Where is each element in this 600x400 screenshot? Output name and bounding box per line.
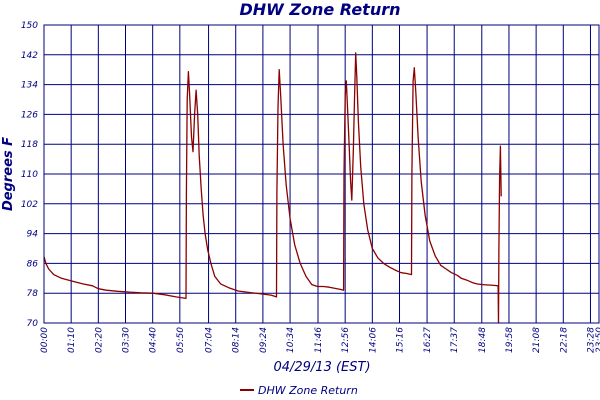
x-tick-label: 23:50 — [595, 327, 600, 353]
x-axis-label: 04/29/13 (EST) — [273, 360, 370, 375]
x-tick-label: 11:46 — [314, 327, 324, 353]
chart-title: DHW Zone Return — [240, 0, 401, 19]
x-tick-label: 03:30 — [122, 327, 132, 353]
x-tick-label: 10:34 — [286, 327, 296, 353]
x-tick-label: 12:56 — [341, 327, 351, 353]
y-tick-label: 110 — [21, 170, 38, 180]
x-tick-label: 09:24 — [259, 327, 269, 353]
series-line — [43, 52, 502, 324]
x-tick-label: 05:50 — [176, 327, 186, 353]
y-tick-label: 86 — [27, 259, 39, 269]
x-tick-label: 14:06 — [368, 327, 378, 353]
x-tick-label: 23:28 — [586, 327, 596, 353]
legend-label: DHW Zone Return — [258, 384, 358, 397]
x-tick-label: 00:00 — [40, 327, 50, 353]
grid — [43, 24, 600, 324]
x-tick-label: 01:10 — [67, 327, 77, 353]
y-axis-label: Degrees F — [1, 137, 16, 211]
x-tick-label: 19:58 — [505, 327, 515, 353]
y-tick-label: 142 — [21, 51, 38, 61]
plot-frame — [43, 24, 600, 324]
x-tick-labels: 00:00 01:10 02:20 03:30 04:40 05:50 07:04 08:14… — [40, 327, 600, 353]
y-tick-label: 102 — [21, 200, 38, 210]
y-tick-label: 78 — [27, 289, 39, 299]
series-group — [43, 52, 502, 324]
y-tick-label: 118 — [21, 140, 38, 150]
y-tick-label: 126 — [21, 110, 38, 120]
y-tick-label: 94 — [27, 230, 39, 240]
y-tick-label: 134 — [21, 81, 38, 91]
x-tick-label: 16:27 — [423, 327, 433, 353]
y-tick-labels: 70 78 86 94 102 110 118 126 134 142 150 — [21, 21, 38, 329]
legend: DHW Zone Return — [240, 384, 358, 397]
x-tick-label: 07:04 — [205, 327, 215, 353]
x-tick-label: 17:37 — [450, 327, 460, 353]
x-tick-label: 15:16 — [396, 327, 406, 353]
x-tick-label: 08:14 — [232, 327, 242, 353]
x-tick-label: 04:40 — [149, 327, 159, 353]
y-tick-label: 70 — [27, 319, 39, 329]
x-tick-label: 18:48 — [478, 327, 488, 353]
x-tick-label: 22:18 — [559, 327, 569, 353]
x-tick-label: 21:08 — [532, 327, 542, 353]
y-tick-label: 150 — [21, 21, 38, 31]
x-tick-label: 02:20 — [94, 327, 104, 353]
